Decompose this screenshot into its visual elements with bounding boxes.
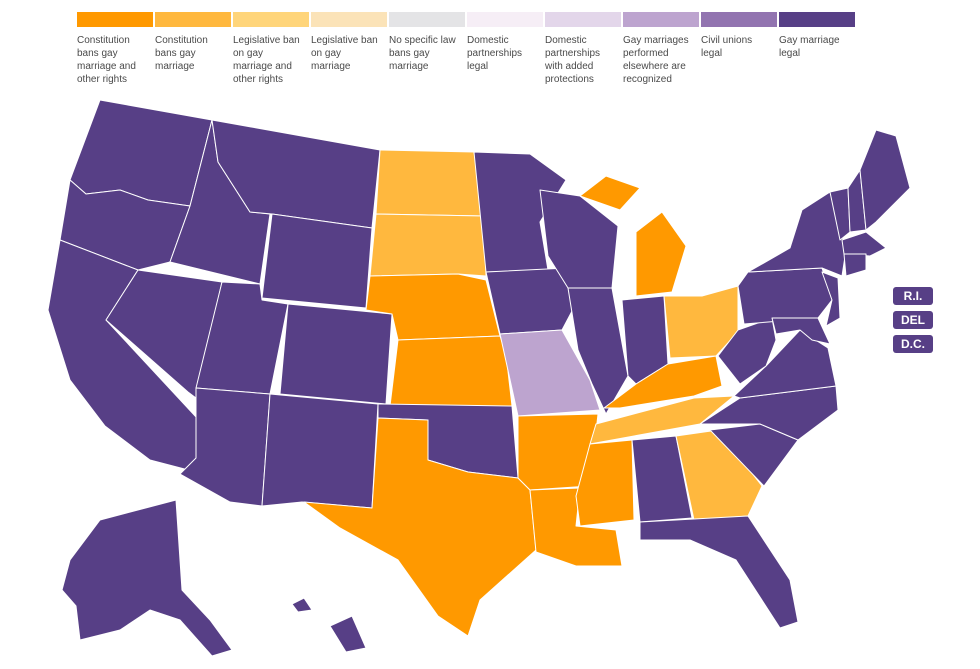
state-nevada[interactable] <box>105 269 223 399</box>
state-washington[interactable] <box>69 99 213 207</box>
legend-label-dp: Domestic partnerships legal <box>467 35 523 72</box>
state-new-mexico[interactable] <box>261 393 379 509</box>
state-massachusetts[interactable] <box>841 231 887 257</box>
state-kentucky[interactable] <box>603 355 723 409</box>
legend-label-marriage: Gay marriage legal <box>779 35 840 59</box>
state-north-dakota[interactable] <box>375 149 485 217</box>
legend-swatch-leg-ban-plus <box>233 12 309 27</box>
legend-swatch-civil-unions <box>701 12 777 27</box>
state-florida[interactable] <box>639 515 799 629</box>
state-maine[interactable] <box>859 129 911 231</box>
state-missouri[interactable] <box>499 329 601 417</box>
state-connecticut[interactable] <box>843 253 867 277</box>
legend-labels: Constitution bans gay marriage and other… <box>77 34 859 86</box>
legend-label-recognized: Gay marriages performed elsewhere are re… <box>623 35 689 85</box>
state-texas[interactable] <box>303 417 537 637</box>
legend-swatch-no-law <box>389 12 465 27</box>
state-colorado[interactable] <box>279 303 393 405</box>
legend-label-dp-plus: Domestic partnerships with added protect… <box>545 35 601 85</box>
button-rhode-island[interactable]: R.I. <box>893 287 933 305</box>
legend-swatch-leg-ban <box>311 12 387 27</box>
state-maryland[interactable] <box>771 317 831 345</box>
legend-label-con-ban: Constitution bans gay marriage <box>155 35 208 72</box>
state-new-york[interactable] <box>747 191 847 277</box>
alaska <box>61 499 233 657</box>
state-mississippi[interactable] <box>575 439 635 527</box>
state-tennessee[interactable] <box>589 395 735 445</box>
state-michigan[interactable] <box>579 175 687 297</box>
hawaii <box>291 597 367 653</box>
state-hawaii[interactable] <box>291 597 367 653</box>
legend-swatches <box>77 12 859 27</box>
legend: Constitution bans gay marriage and other… <box>77 12 859 86</box>
state-iowa[interactable] <box>485 267 581 335</box>
state-wyoming[interactable] <box>261 213 373 309</box>
state-south-dakota[interactable] <box>369 213 487 277</box>
state-new-jersey[interactable] <box>821 271 841 327</box>
legend-label-leg-ban: Legislative ban on gay marriage <box>311 35 378 72</box>
legend-swatch-dp-plus <box>545 12 621 27</box>
legend-swatch-con-ban-plus <box>77 12 153 27</box>
legend-swatch-con-ban <box>155 12 231 27</box>
legend-label-con-ban-plus: Constitution bans gay marriage and other… <box>77 35 136 85</box>
state-west-virginia[interactable] <box>717 317 777 385</box>
button-dc[interactable]: D.C. <box>893 335 933 353</box>
button-delaware[interactable]: DEL <box>893 311 933 329</box>
legend-swatch-recognized <box>623 12 699 27</box>
lower-48 <box>47 99 911 637</box>
state-alabama[interactable] <box>631 435 693 523</box>
state-arkansas[interactable] <box>517 413 599 491</box>
legend-label-leg-ban-plus: Legislative ban on gay marriage and othe… <box>233 35 300 85</box>
state-kansas[interactable] <box>389 335 513 407</box>
legend-label-civil-unions: Civil unions legal <box>701 35 753 59</box>
legend-swatch-marriage <box>779 12 855 27</box>
state-pennsylvania[interactable] <box>737 267 833 325</box>
legend-label-no-law: No specific law bans gay marriage <box>389 35 456 72</box>
state-alaska[interactable] <box>61 499 233 657</box>
state-illinois[interactable] <box>567 287 629 415</box>
legend-swatch-dp <box>467 12 543 27</box>
